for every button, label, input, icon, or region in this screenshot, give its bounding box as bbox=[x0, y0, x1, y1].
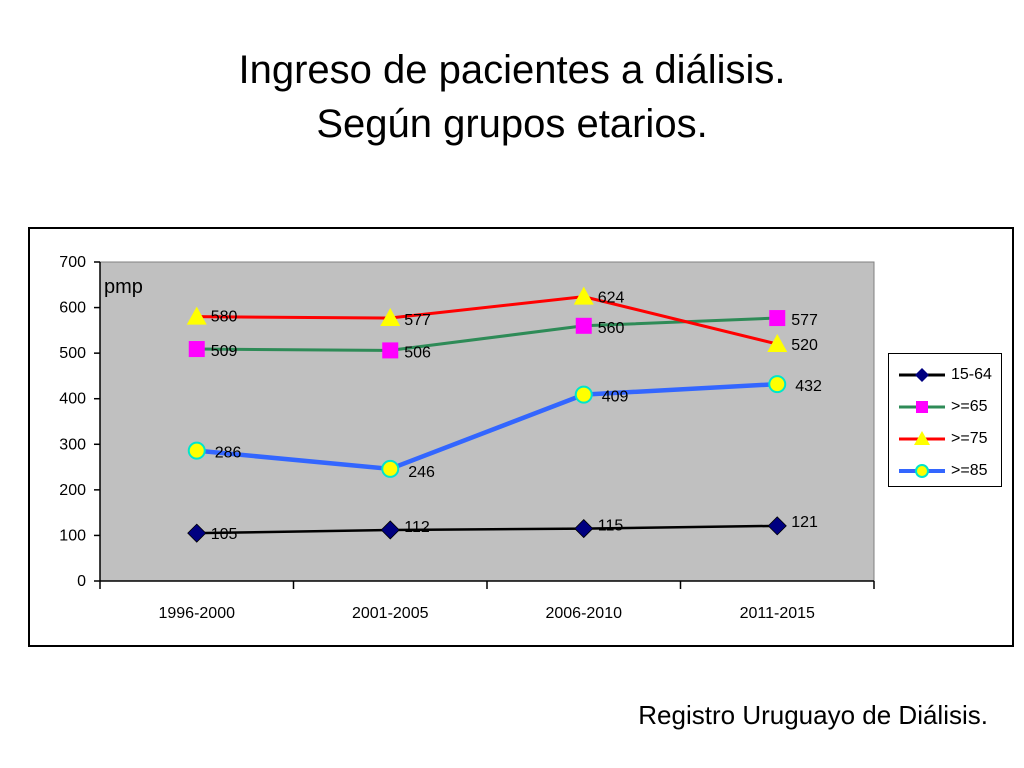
data-point bbox=[186, 306, 207, 325]
data-point bbox=[380, 520, 400, 540]
data-point bbox=[188, 341, 205, 358]
legend-label: >=85 bbox=[951, 462, 988, 479]
data-label: 577 bbox=[791, 312, 818, 329]
plot-area bbox=[99, 261, 875, 582]
data-label: 115 bbox=[598, 518, 624, 535]
legend-item: >=65 bbox=[895, 397, 999, 417]
legend-marker bbox=[916, 401, 928, 413]
data-label: 509 bbox=[211, 343, 238, 360]
data-point bbox=[574, 519, 594, 539]
x-tick-label: 2006-2010 bbox=[545, 605, 622, 622]
legend-swatch bbox=[899, 368, 945, 382]
data-point bbox=[574, 385, 593, 404]
legend-item: >=75 bbox=[895, 429, 999, 449]
legend-item: 15-64 bbox=[895, 365, 999, 385]
x-tick-label: 2011-2015 bbox=[740, 605, 815, 622]
legend: 15-64 >=65 >=75 >=85 bbox=[888, 353, 1002, 487]
data-point bbox=[573, 286, 594, 305]
legend-item: >=85 bbox=[895, 461, 999, 481]
legend-label: >=65 bbox=[951, 398, 988, 415]
source-caption: Registro Uruguayo de Diálisis. bbox=[638, 700, 988, 730]
data-point bbox=[187, 441, 206, 460]
x-tick-label: 1996-2000 bbox=[158, 605, 235, 622]
legend-swatch bbox=[899, 464, 945, 478]
legend-label: >=75 bbox=[951, 430, 988, 447]
series-line bbox=[196, 295, 778, 346]
data-point bbox=[382, 342, 399, 359]
data-label: 560 bbox=[598, 320, 625, 337]
data-label: 409 bbox=[602, 389, 629, 406]
x-tick-label: 2001-2005 bbox=[352, 605, 429, 622]
y-tick-label: 300 bbox=[59, 436, 86, 453]
y-tick-label: 100 bbox=[59, 527, 86, 544]
data-point bbox=[187, 523, 207, 543]
data-point bbox=[380, 308, 401, 327]
y-axis-label: pmp bbox=[104, 276, 143, 298]
data-label: 624 bbox=[598, 290, 625, 307]
series-line bbox=[196, 381, 778, 472]
y-tick-label: 600 bbox=[59, 300, 86, 317]
data-point bbox=[767, 516, 787, 536]
legend-marker bbox=[914, 431, 930, 445]
data-label: 121 bbox=[791, 514, 818, 531]
legend-marker bbox=[915, 464, 929, 478]
data-point bbox=[769, 310, 786, 327]
legend-swatch bbox=[899, 431, 945, 445]
data-point bbox=[575, 317, 592, 334]
y-tick-label: 200 bbox=[59, 482, 86, 499]
chart-title-line2: Según grupos etarios. bbox=[316, 102, 708, 146]
legend-swatch bbox=[899, 401, 945, 413]
data-label: 246 bbox=[408, 464, 435, 481]
data-label: 105 bbox=[211, 526, 238, 543]
data-point bbox=[381, 459, 400, 478]
data-label: 520 bbox=[791, 337, 818, 354]
chart-title-line1: Ingreso de pacientes a diálisis. bbox=[238, 48, 786, 92]
data-point bbox=[767, 334, 788, 353]
data-label: 577 bbox=[404, 312, 431, 329]
data-label: 112 bbox=[404, 519, 430, 536]
y-tick-label: 700 bbox=[59, 254, 86, 271]
data-label: 506 bbox=[404, 344, 431, 361]
y-tick-label: 400 bbox=[59, 391, 86, 408]
series-line bbox=[196, 316, 778, 352]
data-label: 286 bbox=[215, 445, 242, 462]
data-label: 432 bbox=[795, 378, 822, 395]
legend-marker bbox=[915, 368, 929, 382]
legend-label: 15-64 bbox=[951, 366, 992, 383]
y-tick-label: 0 bbox=[77, 573, 86, 590]
data-point bbox=[768, 375, 787, 394]
series-line bbox=[196, 524, 778, 535]
data-label: 580 bbox=[211, 309, 238, 326]
y-tick-label: 500 bbox=[59, 345, 86, 362]
